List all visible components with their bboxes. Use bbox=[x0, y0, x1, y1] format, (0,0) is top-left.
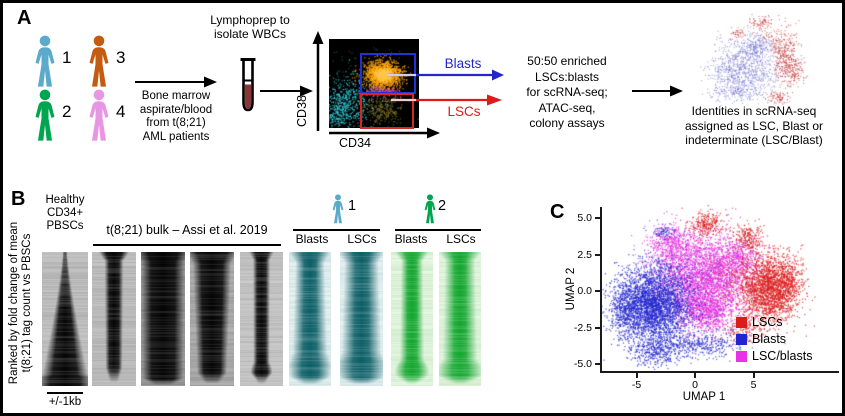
cd38-axis-arrow-icon bbox=[312, 31, 324, 131]
patient1-underline bbox=[293, 229, 380, 231]
heatmap-bulk-4 bbox=[240, 252, 283, 386]
y-tick-label: 5.0 bbox=[577, 212, 592, 224]
mini-umap-plot bbox=[699, 11, 817, 109]
patient-number: 1 bbox=[62, 48, 72, 67]
patient-3: 3 bbox=[85, 35, 141, 91]
legend-label: Blasts bbox=[752, 332, 787, 346]
y-tick-mark bbox=[595, 363, 600, 365]
cd34-axis-arrow-icon bbox=[329, 127, 440, 139]
legend-label: LSC/blasts bbox=[752, 349, 813, 363]
legend-swatch bbox=[736, 317, 747, 328]
heatmap-p2-blasts bbox=[391, 252, 433, 386]
x-tick-mark bbox=[635, 373, 638, 378]
heatmap-p1-blasts bbox=[289, 252, 331, 386]
legend-label: LSCs bbox=[752, 315, 783, 329]
lymphoprep-caption: Lymphoprep to isolate WBCs bbox=[210, 13, 290, 41]
y-tick-mark bbox=[595, 290, 600, 292]
person-icon bbox=[332, 194, 344, 224]
blasts-label: Blasts bbox=[444, 56, 482, 71]
y-tick-mark bbox=[595, 217, 600, 219]
panel-b-label: B bbox=[11, 188, 26, 210]
patient-number: 3 bbox=[116, 48, 126, 67]
patient1-icon-slot bbox=[330, 194, 346, 229]
person-icon bbox=[424, 194, 436, 224]
enrichment-caption: 50:50 enriched LSCs:blasts for scRNA-seq… bbox=[526, 54, 608, 130]
patient-4: 4 bbox=[85, 89, 141, 145]
y-tick-label: -2.5 bbox=[573, 321, 592, 334]
arrow-right-icon bbox=[260, 85, 313, 97]
y-tick-label: 2.5 bbox=[577, 248, 592, 261]
patient1-number: 1 bbox=[348, 198, 357, 214]
patient2-lscs-column-label: LSCs bbox=[446, 232, 476, 246]
panel-a-label: A bbox=[17, 7, 32, 29]
x-tick-label: -5 bbox=[631, 379, 642, 391]
bulk-header-underline bbox=[93, 244, 281, 246]
umap-y-axis-label: UMAP 2 bbox=[565, 267, 577, 311]
heatmap-bulk-3 bbox=[190, 252, 234, 386]
lscs-arrow-icon bbox=[391, 94, 502, 106]
legend-item-lsc-blasts: LSC/blasts bbox=[736, 350, 812, 363]
patient2-icon-slot bbox=[422, 194, 438, 229]
legend-swatch bbox=[736, 351, 747, 362]
x-tick-label: 0 bbox=[692, 379, 698, 391]
patient2-number: 2 bbox=[438, 198, 447, 214]
blasts-arrow-icon bbox=[387, 69, 504, 81]
person-icon bbox=[89, 35, 109, 87]
scale-bar-label: +/-1kb bbox=[48, 396, 82, 408]
y-tick-mark bbox=[595, 326, 600, 329]
arrow-right-icon bbox=[632, 85, 683, 97]
facs-x-axis-label: CD34 bbox=[339, 136, 371, 150]
scale-bar bbox=[47, 392, 83, 394]
x-tick-mark bbox=[752, 373, 755, 378]
arrow-right-icon bbox=[135, 76, 217, 88]
facs-y-axis-label: CD38 bbox=[295, 95, 309, 127]
legend-item-blasts: Blasts bbox=[736, 333, 812, 346]
legend-item-lscs: LSCs bbox=[736, 316, 812, 329]
person-icon bbox=[35, 89, 55, 141]
person-icon bbox=[35, 35, 55, 87]
heatmap-p2-lscs bbox=[439, 252, 481, 386]
y-tick-mark bbox=[595, 253, 600, 256]
patient-2: 2 bbox=[31, 89, 87, 145]
bone-marrow-caption: Bone marrow aspirate/blood from t(8;21) … bbox=[139, 90, 213, 143]
umap-y-axis bbox=[600, 207, 602, 373]
lscs-gate bbox=[360, 93, 414, 129]
lscs-label: LSCs bbox=[447, 104, 481, 119]
patient1-lscs-column-label: LSCs bbox=[347, 232, 377, 246]
umap-legend: LSCs Blasts LSC/blasts bbox=[736, 316, 812, 367]
y-tick-label: -5.0 bbox=[573, 358, 592, 370]
umap-x-axis-label: UMAP 1 bbox=[682, 391, 726, 403]
umap-plot bbox=[602, 203, 839, 371]
heatmap-p1-lscs bbox=[340, 252, 383, 386]
person-icon bbox=[89, 89, 109, 141]
patient-number: 2 bbox=[62, 102, 72, 121]
heatmap-healthy-pbsc bbox=[42, 252, 88, 386]
x-tick-label: 5 bbox=[750, 379, 757, 391]
bulk-header: t(8;21) bulk – Assi et al. 2019 bbox=[106, 223, 268, 237]
patient2-underline bbox=[395, 229, 481, 231]
patient-1: 1 bbox=[31, 35, 87, 91]
umap-x-axis bbox=[600, 371, 839, 373]
patient1-blasts-column-label: Blasts bbox=[295, 232, 329, 246]
identity-caption: Identities in scRNA-seq assigned as LSC,… bbox=[684, 104, 824, 147]
heatmap-bulk-1 bbox=[92, 252, 136, 386]
heatmap-bulk-2 bbox=[141, 252, 185, 386]
blood-tube-icon bbox=[240, 58, 256, 112]
panel-b-y-axis-label: Ranked by fold change of mean t(8;21) ta… bbox=[8, 221, 33, 385]
healthy-pbsc-header: Healthy CD34+ PBSCs bbox=[45, 194, 85, 232]
x-tick-mark bbox=[694, 373, 696, 378]
patient-number: 4 bbox=[116, 102, 126, 121]
legend-swatch bbox=[736, 334, 747, 345]
y-tick-label: 0.0 bbox=[577, 285, 592, 297]
panel-c-label: C bbox=[550, 201, 565, 223]
patient2-blasts-column-label: Blasts bbox=[394, 232, 428, 246]
